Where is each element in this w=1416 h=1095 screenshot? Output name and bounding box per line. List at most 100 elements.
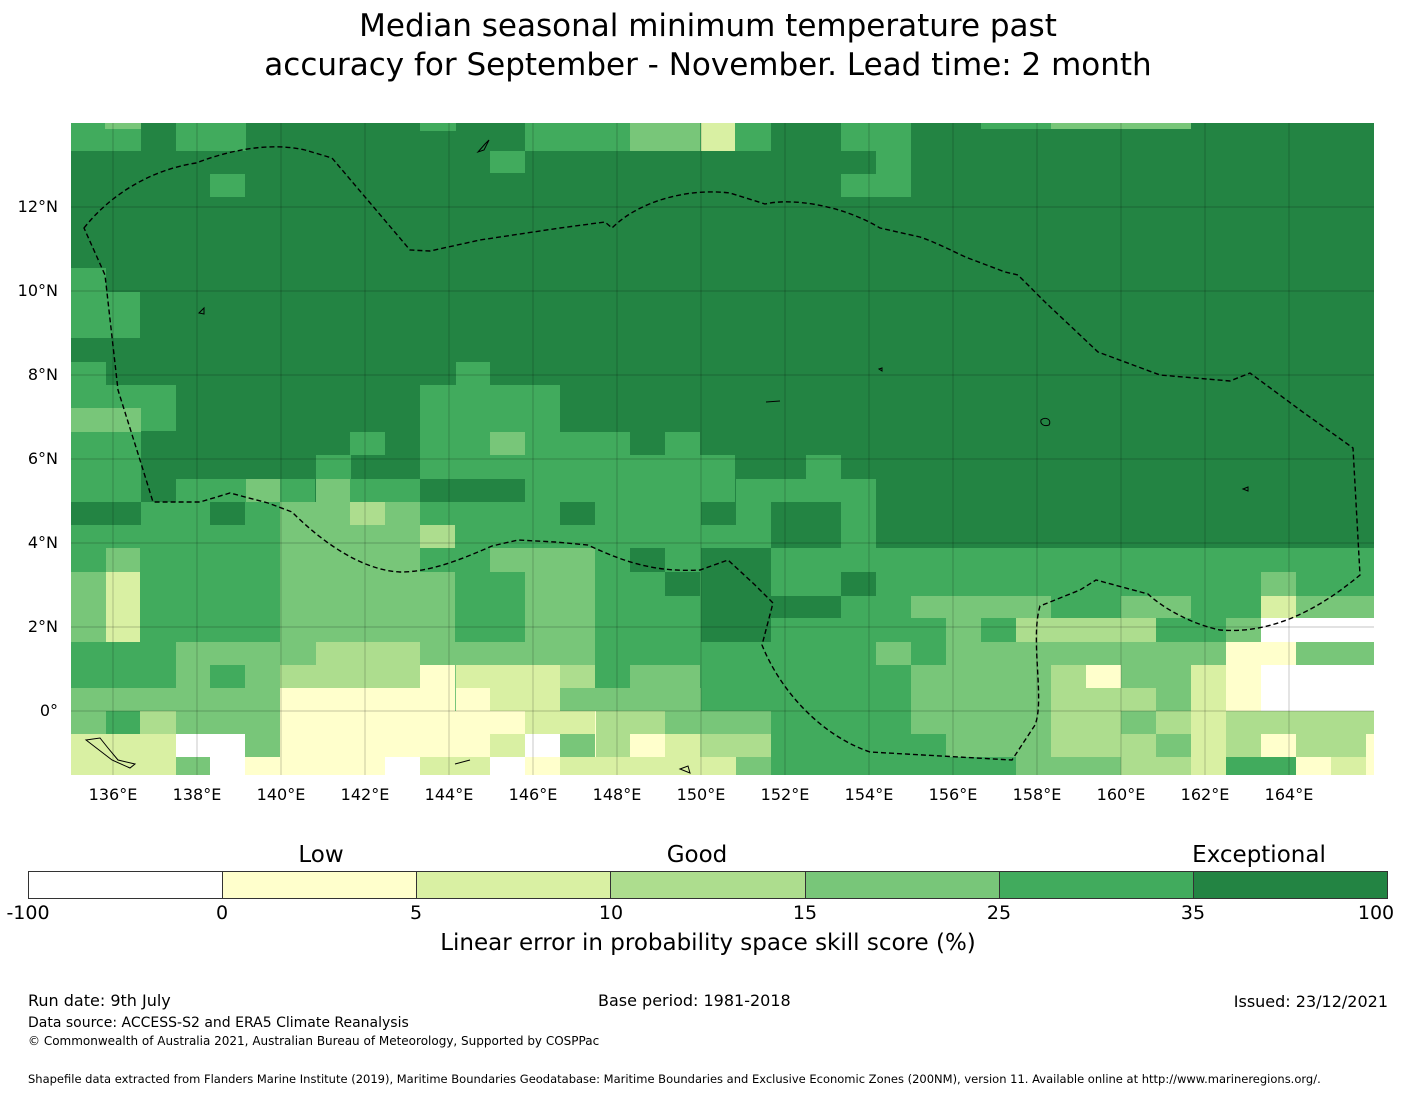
- cell: [1261, 734, 1296, 757]
- cell: [841, 123, 911, 151]
- cell: [245, 757, 385, 775]
- cell: [176, 479, 246, 502]
- cell: [350, 479, 420, 502]
- lat-label: 8°N: [27, 365, 58, 384]
- lon-label: 140°E: [256, 785, 306, 804]
- cell: [665, 711, 771, 734]
- cell: [71, 362, 106, 408]
- data-source: Data source: ACCESS-S2 and ERA5 Climate …: [28, 1015, 409, 1031]
- cell: [701, 123, 735, 151]
- cell: [1226, 665, 1261, 688]
- cell: [1261, 618, 1374, 642]
- cell: [1156, 757, 1191, 775]
- cell: [1226, 757, 1296, 775]
- copyright: © Commonwealth of Australia 2021, Austra…: [28, 1034, 600, 1048]
- cell: [210, 757, 245, 775]
- cell: [701, 502, 736, 525]
- cell: [350, 502, 385, 525]
- map-grid-cells: [71, 123, 1374, 775]
- colorbar-tick: 100: [1357, 902, 1395, 924]
- cell: [1191, 711, 1226, 775]
- cell: [71, 711, 106, 734]
- cell: [71, 268, 106, 338]
- cell: [71, 502, 141, 525]
- cell: [1121, 596, 1191, 618]
- lon-label: 136°E: [88, 785, 138, 804]
- cell: [560, 734, 595, 757]
- cell: [1086, 688, 1156, 711]
- cell: [176, 123, 246, 151]
- cell: [911, 711, 946, 734]
- lat-label: 10°N: [17, 281, 58, 300]
- cell: [981, 123, 1051, 129]
- cell: [525, 572, 595, 642]
- cell: [490, 548, 595, 572]
- cell: [176, 734, 245, 757]
- colorbar-tick: 0: [215, 902, 229, 924]
- lat-label: 2°N: [27, 617, 58, 636]
- lat-label: 12°N: [17, 197, 58, 216]
- cell: [210, 665, 245, 688]
- legend-category-good: Good: [666, 842, 728, 868]
- cell: [245, 479, 280, 502]
- cell: [106, 292, 140, 338]
- legend-category-exceptional: Exceptional: [1192, 842, 1326, 868]
- chart-title-line1: Median seasonal minimum temperature past: [359, 8, 1057, 44]
- colorbar-segment: [417, 872, 612, 898]
- cell: [1226, 642, 1261, 665]
- lon-label: 156°E: [928, 785, 978, 804]
- cell: [560, 665, 595, 688]
- colorbar-segment: [223, 872, 418, 898]
- colorbar-tick: 10: [598, 902, 624, 924]
- cell: [420, 572, 455, 642]
- cell: [1156, 734, 1191, 757]
- cell: [841, 572, 876, 596]
- cell: [350, 432, 385, 455]
- lon-label: 144°E: [424, 785, 474, 804]
- cell: [1051, 123, 1191, 129]
- cell: [1121, 711, 1156, 734]
- cell: [420, 525, 455, 548]
- cell: [420, 757, 490, 775]
- cell: [316, 479, 350, 502]
- cell: [560, 502, 595, 525]
- lat-label: 0°: [39, 701, 58, 720]
- cell: [420, 123, 456, 131]
- cell: [1226, 688, 1261, 711]
- lon-label: 142°E: [340, 785, 390, 804]
- cell: [456, 362, 490, 385]
- lon-label: 160°E: [1096, 785, 1146, 804]
- lon-label: 148°E: [592, 785, 642, 804]
- cell: [1016, 618, 1156, 642]
- cell: [1016, 757, 1121, 775]
- colorbar-segment: [1193, 872, 1387, 898]
- cell: [1261, 596, 1296, 618]
- cell: [1086, 665, 1121, 688]
- cell: [806, 455, 841, 479]
- cell: [176, 711, 280, 734]
- cell: [1261, 642, 1296, 665]
- colorbar-tick: 15: [792, 902, 818, 924]
- skill-score-map: [71, 123, 1374, 775]
- cell: [105, 123, 141, 129]
- cell: [1331, 757, 1366, 775]
- cell: [525, 711, 595, 734]
- base-period: Base period: 1981-2018: [598, 991, 791, 1010]
- shapefile-credit: Shapefile data extracted from Flanders M…: [28, 1072, 1321, 1086]
- cell: [210, 502, 245, 525]
- colorbar-label: Linear error in probability space skill …: [440, 930, 976, 956]
- lon-label: 152°E: [760, 785, 810, 804]
- cell: [456, 688, 490, 711]
- cell: [106, 548, 140, 572]
- cell: [911, 596, 1051, 618]
- lon-label: 162°E: [1180, 785, 1230, 804]
- lon-label: 154°E: [844, 785, 894, 804]
- cell: [771, 572, 806, 596]
- cell: [946, 711, 1051, 757]
- lon-label: 150°E: [676, 785, 726, 804]
- cell: [71, 734, 176, 775]
- cell: [736, 479, 876, 502]
- cell: [665, 734, 700, 757]
- cell: [911, 642, 946, 665]
- colorbar-tick: 35: [1180, 902, 1206, 924]
